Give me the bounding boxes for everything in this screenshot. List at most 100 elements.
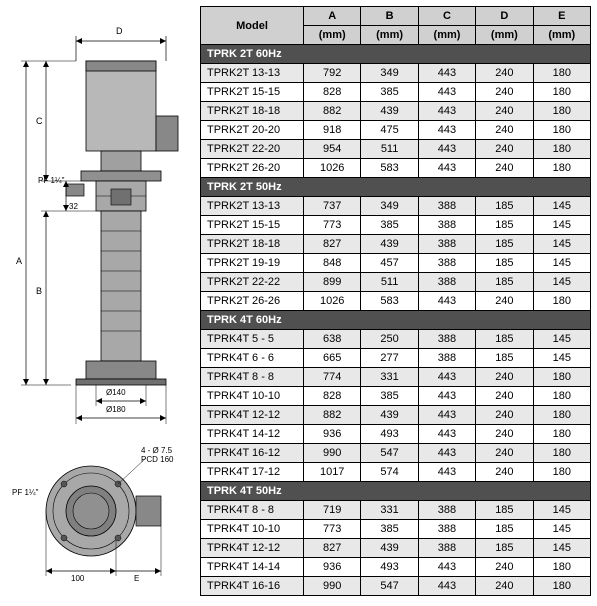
cell-c: 443: [418, 444, 475, 463]
unit-a: (mm): [304, 26, 361, 45]
cell-c: 443: [418, 406, 475, 425]
cell-b: 583: [361, 159, 418, 178]
cell-d: 240: [476, 463, 533, 482]
cell-a: 1017: [304, 463, 361, 482]
table-row: TPRK2T 26-261026583443240180: [201, 292, 591, 311]
cell-d: 240: [476, 140, 533, 159]
cell-d: 240: [476, 444, 533, 463]
cell-d: 185: [476, 216, 533, 235]
section-header: TPRK 2T 60Hz: [201, 45, 591, 64]
header-d: D: [476, 7, 533, 26]
cell-c: 388: [418, 235, 475, 254]
table-row: TPRK4T 12-12882439443240180: [201, 406, 591, 425]
unit-e: (mm): [533, 26, 590, 45]
cell-d: 240: [476, 368, 533, 387]
table-row: TPRK2T 19-19848457388185145: [201, 254, 591, 273]
cell-b: 439: [361, 235, 418, 254]
table-row: TPRK2T 18-18882439443240180: [201, 102, 591, 121]
table-row: TPRK4T 14-12936493443240180: [201, 425, 591, 444]
cell-e: 180: [533, 368, 590, 387]
cell-c: 443: [418, 140, 475, 159]
model: TPRK2T 26-20: [201, 159, 304, 178]
table-row: TPRK4T 16-12990547443240180: [201, 444, 591, 463]
cell-e: 180: [533, 425, 590, 444]
cell-d: 185: [476, 539, 533, 558]
cell-e: 180: [533, 102, 590, 121]
cell-c: 443: [418, 368, 475, 387]
cell-a: 954: [304, 140, 361, 159]
model: TPRK2T 22-20: [201, 140, 304, 159]
cell-e: 145: [533, 235, 590, 254]
cell-e: 145: [533, 254, 590, 273]
section-header: TPRK 4T 50Hz: [201, 482, 591, 501]
cell-c: 443: [418, 387, 475, 406]
cell-a: 828: [304, 387, 361, 406]
model: TPRK4T 14-14: [201, 558, 304, 577]
cell-d: 240: [476, 159, 533, 178]
dim-e-label: E: [134, 574, 139, 583]
cell-e: 180: [533, 121, 590, 140]
section-header: TPRK 2T 50Hz: [201, 178, 591, 197]
cell-d: 185: [476, 197, 533, 216]
cell-d: 240: [476, 558, 533, 577]
cell-c: 443: [418, 292, 475, 311]
section-title: TPRK 4T 60Hz: [201, 311, 591, 330]
cell-e: 145: [533, 273, 590, 292]
cell-d: 185: [476, 254, 533, 273]
cell-a: 828: [304, 83, 361, 102]
cell-a: 882: [304, 406, 361, 425]
table-row: TPRK2T 22-22899511388185145: [201, 273, 591, 292]
cell-c: 443: [418, 463, 475, 482]
table-row: TPRK2T 15-15828385443240180: [201, 83, 591, 102]
cell-e: 145: [533, 349, 590, 368]
cell-e: 180: [533, 140, 590, 159]
cell-d: 240: [476, 64, 533, 83]
table-row: TPRK2T 26-201026583443240180: [201, 159, 591, 178]
cell-e: 145: [533, 330, 590, 349]
cell-b: 349: [361, 64, 418, 83]
cell-b: 574: [361, 463, 418, 482]
pf-bot-label: PF 1¼": [12, 488, 38, 497]
table-row: TPRK2T 13-13737349388185145: [201, 197, 591, 216]
cell-c: 388: [418, 520, 475, 539]
dim-a-label: A: [16, 256, 22, 266]
table-row: TPRK2T 20-20918475443240180: [201, 121, 591, 140]
cell-e: 180: [533, 387, 590, 406]
unit-c: (mm): [418, 26, 475, 45]
model: TPRK4T 10-10: [201, 520, 304, 539]
model: TPRK4T 6 - 6: [201, 349, 304, 368]
cell-b: 349: [361, 197, 418, 216]
cell-c: 388: [418, 330, 475, 349]
model: TPRK4T 16-16: [201, 577, 304, 596]
table-row: TPRK4T 12-12827439388185145: [201, 539, 591, 558]
cell-c: 388: [418, 349, 475, 368]
cell-a: 899: [304, 273, 361, 292]
header-row: Model A B C D E: [201, 7, 591, 26]
model: TPRK2T 22-22: [201, 273, 304, 292]
cell-a: 773: [304, 216, 361, 235]
cell-a: 737: [304, 197, 361, 216]
section-header: TPRK 4T 60Hz: [201, 311, 591, 330]
cell-a: 665: [304, 349, 361, 368]
table-row: TPRK2T 22-20954511443240180: [201, 140, 591, 159]
cell-c: 443: [418, 64, 475, 83]
cell-b: 439: [361, 406, 418, 425]
diagram-panel: D C A B PF 1¼" 32 Ø140 Ø180: [6, 6, 196, 596]
model: TPRK2T 20-20: [201, 121, 304, 140]
model: TPRK2T 13-13: [201, 64, 304, 83]
cell-a: 1026: [304, 159, 361, 178]
model: TPRK4T 14-12: [201, 425, 304, 444]
cell-c: 443: [418, 102, 475, 121]
cell-d: 185: [476, 330, 533, 349]
cell-e: 180: [533, 463, 590, 482]
cell-c: 443: [418, 83, 475, 102]
model: TPRK4T 12-12: [201, 406, 304, 425]
cell-b: 385: [361, 83, 418, 102]
cell-e: 145: [533, 216, 590, 235]
cell-a: 774: [304, 368, 361, 387]
dim-d-label: D: [116, 26, 123, 36]
model: TPRK2T 26-26: [201, 292, 304, 311]
phi180-label: Ø180: [106, 405, 126, 414]
cell-b: 385: [361, 387, 418, 406]
cell-c: 388: [418, 501, 475, 520]
